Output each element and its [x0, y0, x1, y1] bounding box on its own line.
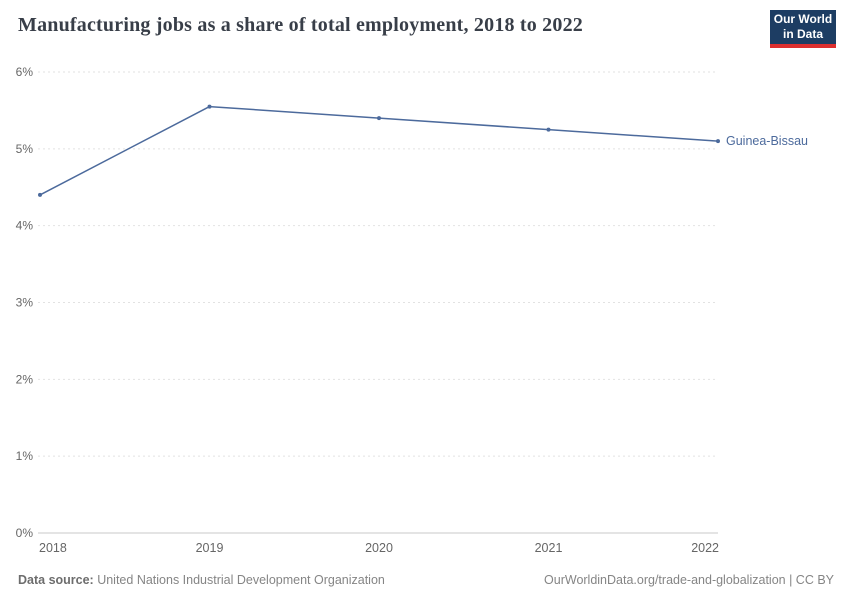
- rights-note[interactable]: OurWorldinData.org/trade-and-globalizati…: [544, 573, 834, 587]
- owid-logo-line2: in Data: [782, 27, 823, 41]
- data-point: [546, 127, 551, 132]
- chart-title: Manufacturing jobs as a share of total e…: [18, 14, 583, 36]
- y-axis-tick-label: 6%: [16, 65, 34, 79]
- x-axis-tick-label: 2022: [691, 541, 719, 555]
- owid-logo: Our World in Data: [770, 10, 836, 48]
- y-axis-tick-label: 5%: [16, 142, 34, 156]
- data-point: [207, 104, 212, 109]
- y-axis-tick-label: 0%: [16, 526, 34, 540]
- owid-logo-line1: Our World: [773, 12, 833, 26]
- data-point: [38, 192, 42, 197]
- x-axis-tick-label: 2019: [196, 541, 224, 555]
- chart-footer: Data source: United Nations Industrial D…: [18, 573, 834, 587]
- series-end-label[interactable]: Guinea-Bissau: [726, 134, 808, 148]
- x-axis-tick-label: 2020: [365, 541, 393, 555]
- data-source-value: United Nations Industrial Development Or…: [93, 573, 385, 587]
- y-axis-tick-label: 3%: [16, 296, 34, 310]
- data-source-note: Data source: United Nations Industrial D…: [18, 573, 385, 587]
- x-axis-tick-label: 2018: [39, 541, 67, 555]
- x-axis-tick-label: 2021: [535, 541, 563, 555]
- y-axis-tick-label: 2%: [16, 372, 34, 386]
- data-source-label: Data source:: [18, 573, 94, 587]
- y-axis-tick-label: 1%: [16, 449, 34, 463]
- data-point: [716, 139, 720, 144]
- y-axis-tick-label: 4%: [16, 219, 34, 233]
- data-point: [377, 116, 381, 121]
